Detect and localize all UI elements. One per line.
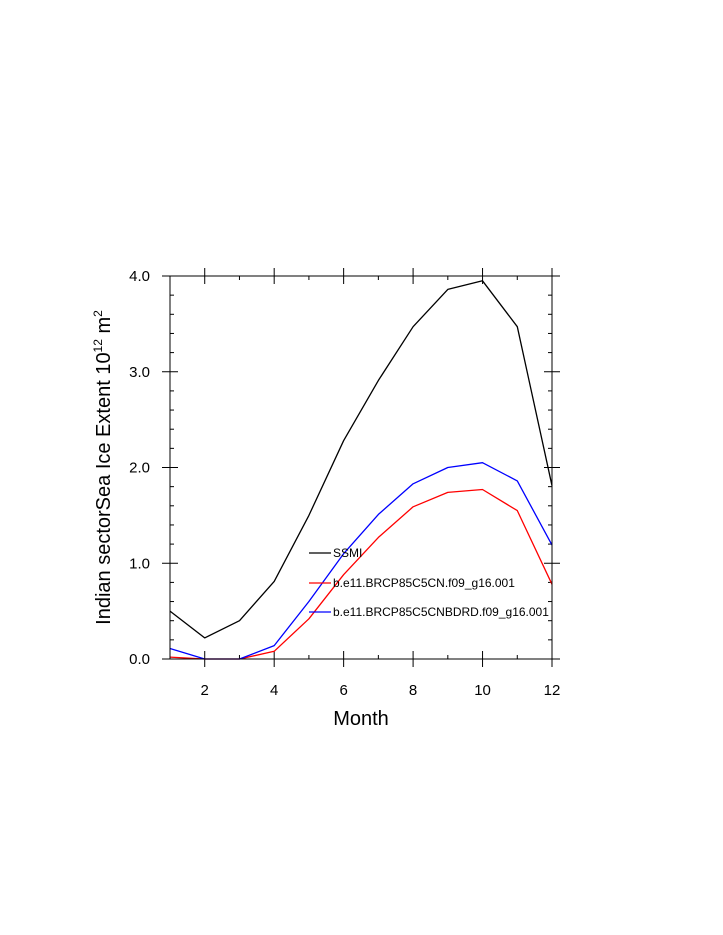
y-axis-title: Indian sectorSea Ice Extent 1012 m2 [91, 310, 115, 625]
series-line-2 [169, 462, 553, 660]
legend-label-1: b.e11.BRCP85C5CN.f09_g16.001 [333, 576, 515, 590]
x-tick-label: 10 [474, 682, 491, 699]
series-line-1 [169, 488, 553, 660]
series-lines [169, 280, 553, 660]
legend: SSMI b.e11.BRCP85C5CN.f09_g16.001 b.e11.BR… [309, 546, 549, 619]
y-axis-title-unit: m [93, 317, 115, 339]
y-axis-title-base: Indian sectorSea Ice Extent 10 [93, 352, 115, 624]
y-tick-label: 3.0 [129, 364, 150, 381]
plot-frame [169, 275, 553, 660]
x-tick-label: 6 [339, 682, 347, 699]
y-tick-label: 0.0 [129, 651, 150, 668]
x-tick-label: 8 [409, 682, 417, 699]
legend-label-0: SSMI [333, 546, 362, 560]
x-tick-label: 4 [270, 682, 278, 699]
x-tick-label: 2 [201, 682, 209, 699]
x-axis-title: Month [333, 708, 389, 730]
y-axis-title-unit-exponent: 2 [91, 310, 105, 317]
y-tick-label: 4.0 [129, 268, 150, 285]
series-line-0 [169, 280, 553, 639]
y-tick-label: 2.0 [129, 460, 150, 477]
y-tick-label: 1.0 [129, 555, 150, 572]
tick-labels: 2 4 6 8 10 12 0.0 1.0 2.0 3.0 4.0 [129, 268, 560, 699]
legend-label-2: b.e11.BRCP85C5CNBDRD.f09_g16.001 [333, 605, 549, 619]
x-tick-label: 12 [544, 682, 561, 699]
y-axis-title-exponent: 12 [91, 339, 105, 353]
